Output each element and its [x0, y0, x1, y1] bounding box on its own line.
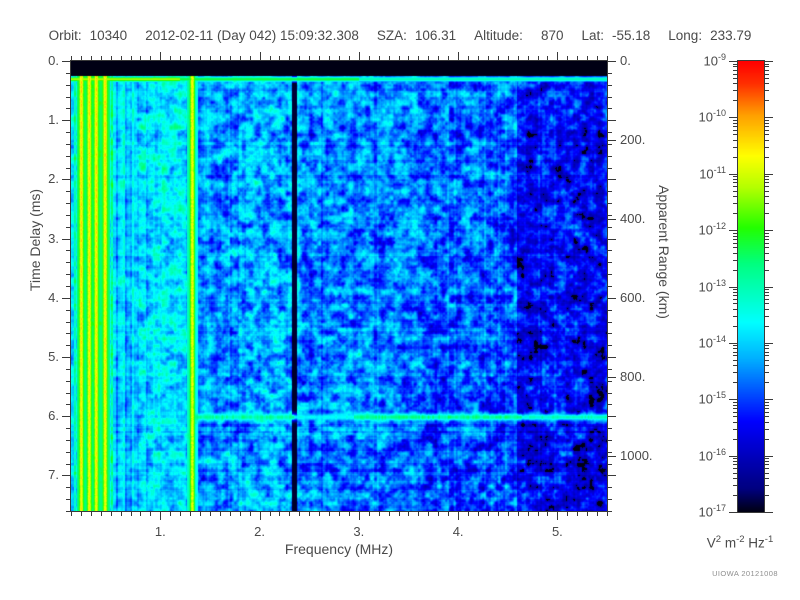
colorbar-tick-label: 10-11: [674, 165, 726, 181]
colorbar-tick-base: 10: [698, 109, 713, 125]
lat-label: Lat:: [581, 28, 604, 43]
colorbar-tick-base: 10: [698, 222, 713, 238]
colorbar-units-m: m: [721, 535, 737, 551]
colorbar-tick-exponent: -11: [713, 164, 726, 175]
colorbar-tick-label: 10-17: [674, 503, 726, 519]
colorbar-tick-base: 10: [698, 391, 713, 407]
watermark: UIOWA 20121008: [712, 569, 778, 578]
y-axis-right-tick-label: 200.: [620, 131, 646, 147]
colorbar-tick-exponent: -10: [712, 108, 726, 119]
colorbar-tick-label: 10-12: [674, 221, 726, 237]
colorbar-tick-label: 10-16: [674, 447, 726, 463]
colorbar-tick-exponent: -9: [717, 52, 726, 62]
x-axis-tick-label: 1.: [154, 524, 166, 539]
colorbar-tick-exponent: -12: [712, 221, 726, 232]
y-axis-right-tick-label: 400.: [620, 210, 646, 226]
colorbar-left-line: [737, 60, 738, 513]
colorbar-units-v: V: [706, 535, 716, 551]
x-axis-tick-label: 4.: [452, 524, 464, 539]
colorbar-tick-label: 10-13: [674, 278, 726, 294]
long-label: Long:: [668, 28, 703, 43]
sza-value: 106.31: [414, 28, 457, 43]
colorbar: [738, 61, 764, 512]
colorbar-tick-base: 10: [698, 278, 713, 294]
long-value: 233.79: [710, 28, 752, 43]
orbit-label: Orbit:: [48, 28, 82, 43]
orbit-value: 10340: [89, 28, 128, 43]
header-info: Orbit: 10340 2012-02-11 (Day 042) 15:09:32…: [0, 28, 800, 43]
colorbar-tick-base: 10: [703, 53, 718, 69]
colorbar-units-exp3: -1: [764, 534, 774, 545]
colorbar-bottom-line: [737, 512, 765, 513]
colorbar-tick-exponent: -15: [712, 390, 726, 401]
y-axis-left-tick-label: 0.: [48, 53, 59, 68]
colorbar-tick-base: 10: [698, 504, 713, 520]
y-axis-left-tick-label: 1.: [48, 112, 59, 128]
colorbar-top-line: [737, 60, 765, 61]
x-axis-tick-label: 3.: [353, 524, 365, 539]
ionogram-canvas: [71, 61, 607, 511]
colorbar-units-hz: Hz: [744, 535, 765, 551]
y-axis-left-tick-label: 4.: [48, 289, 59, 305]
altitude-value: 870: [540, 28, 564, 43]
x-axis-tick-label: 2.: [254, 524, 265, 539]
y-axis-right-tick-label: 600.: [620, 289, 646, 305]
ionogram-heatmap: [71, 61, 607, 511]
lat-value: -55.18: [612, 28, 651, 43]
y-axis-right-tick-label: 1000.: [620, 447, 653, 463]
x-axis-tick-label: 5.: [551, 524, 563, 539]
x-axis-title: Frequency (MHz): [284, 541, 394, 557]
colorbar-units-exp1: 2: [715, 534, 722, 545]
y-axis-left-tick-label: 5.: [48, 349, 59, 365]
colorbar-tick-base: 10: [699, 166, 714, 182]
colorbar-tick-exponent: -14: [712, 333, 726, 344]
colorbar-tick-exponent: -17: [712, 503, 726, 513]
colorbar-units: V2 m-2 Hz-1: [680, 534, 800, 551]
altitude-label: Altitude:: [474, 28, 523, 43]
y-axis-right-title: Apparent Range (km): [656, 185, 672, 319]
colorbar-tick-base: 10: [698, 447, 713, 463]
colorbar-tick-label: 10-9: [674, 52, 726, 68]
colorbar-tick-base: 10: [698, 335, 713, 351]
y-axis-left-tick-label: 6.: [48, 408, 59, 424]
sza-label: SZA:: [376, 28, 407, 43]
y-axis-left-tick-label: 3.: [48, 230, 59, 246]
y-axis-left-tick-label: 2.: [48, 171, 59, 187]
observation-datetime: 2012-02-11 (Day 042) 15:09:32.308: [145, 28, 359, 43]
colorbar-tick-label: 10-10: [674, 108, 726, 124]
y-axis-right-tick-label: 800.: [620, 368, 646, 384]
colorbar-tick-label: 10-15: [674, 390, 726, 406]
y-axis-right-tick-label: 0.: [620, 53, 631, 68]
y-axis-left-title: Time Delay (ms): [27, 188, 43, 292]
colorbar-gradient: [738, 61, 764, 512]
y-axis-left-tick-label: 7.: [48, 467, 59, 483]
colorbar-tick-exponent: -16: [712, 446, 726, 457]
colorbar-tick-exponent: -13: [712, 277, 726, 288]
colorbar-tick-label: 10-14: [674, 334, 726, 350]
colorbar-units-exp2: -2: [736, 534, 745, 545]
colorbar-right-line: [764, 60, 765, 513]
